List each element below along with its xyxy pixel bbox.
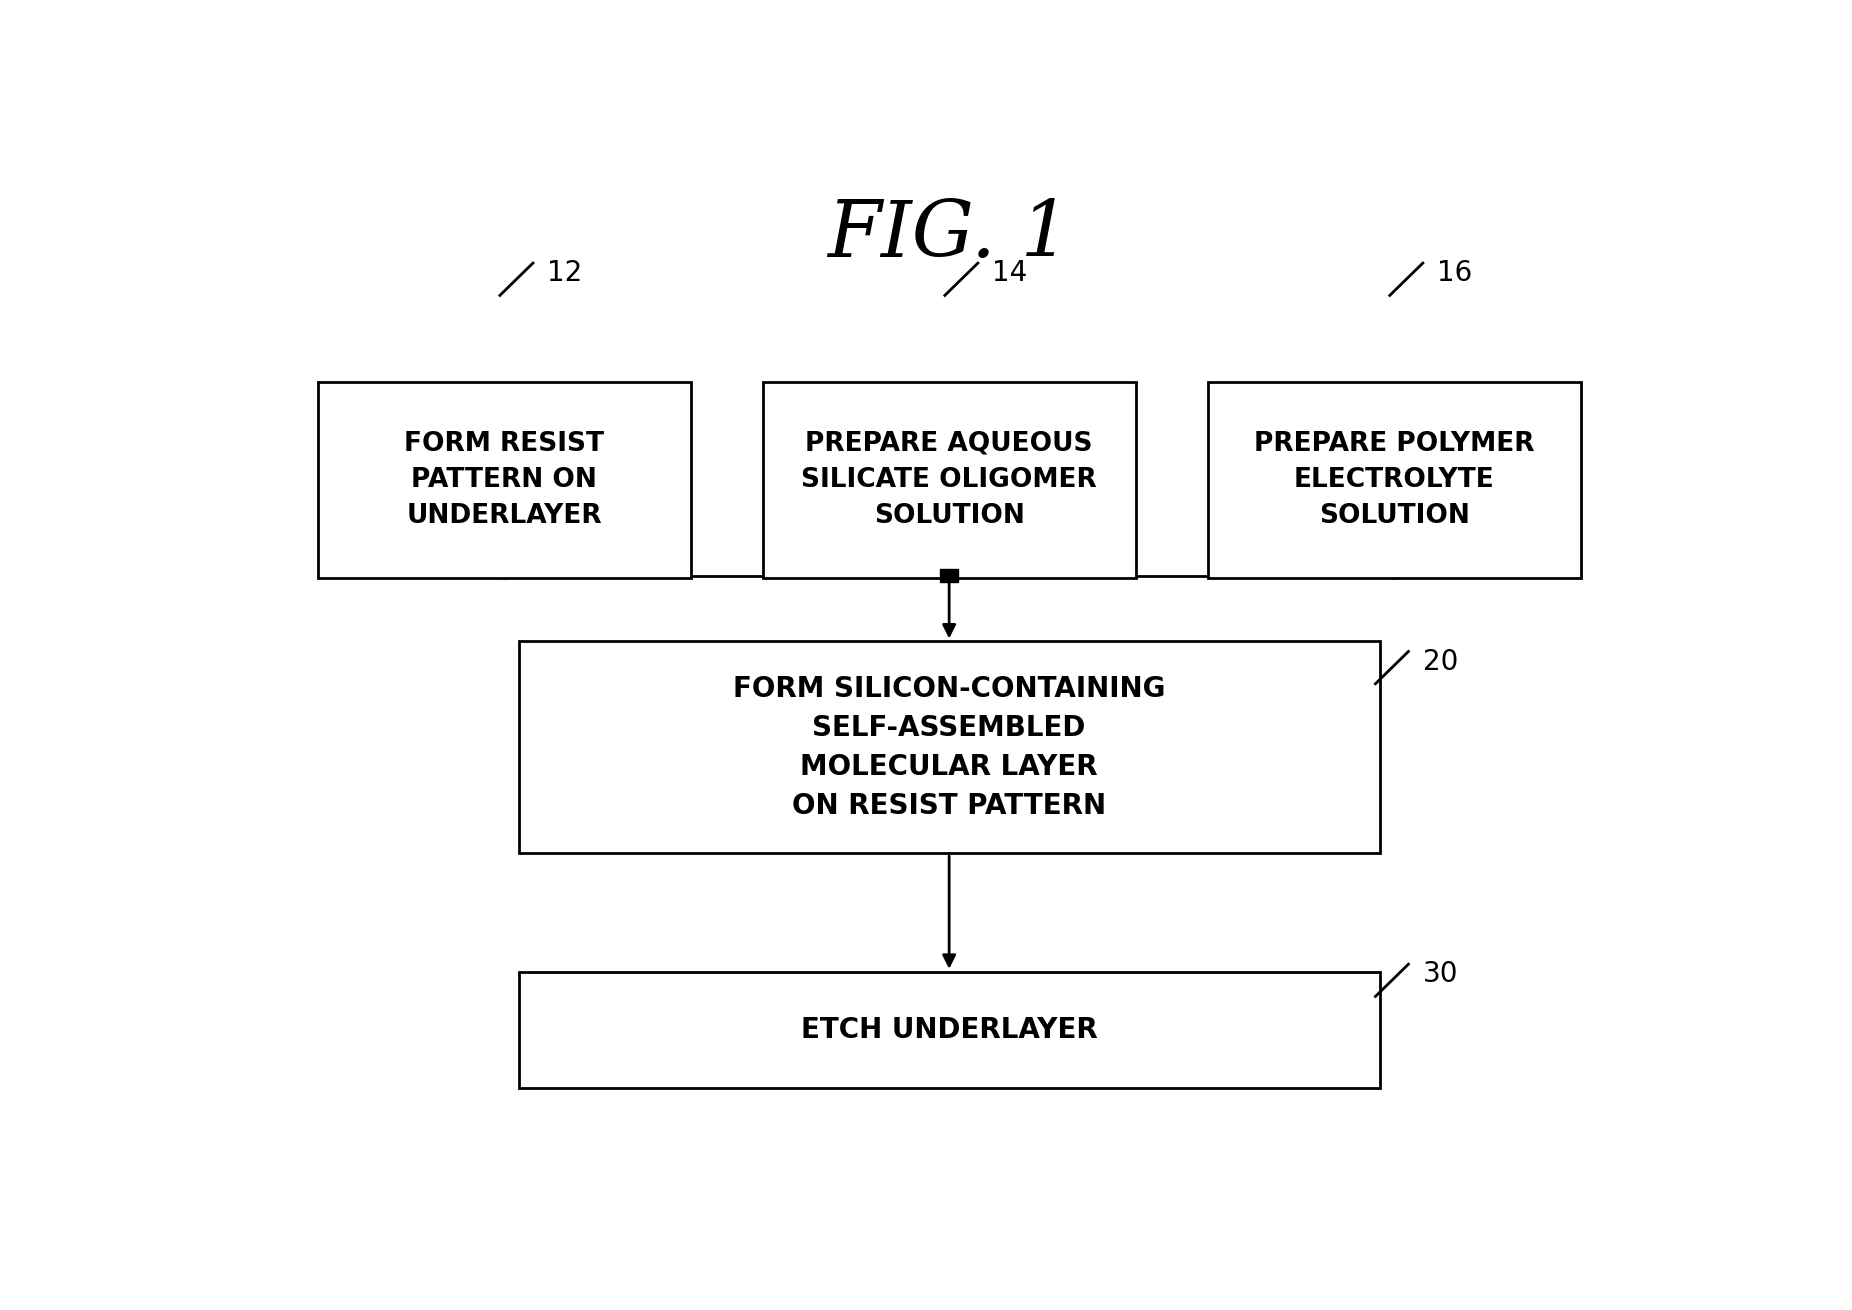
Bar xyxy=(319,381,691,578)
Text: 30: 30 xyxy=(1422,960,1458,988)
Bar xyxy=(519,972,1380,1087)
Bar xyxy=(519,642,1380,853)
Text: 14: 14 xyxy=(993,259,1028,287)
Bar xyxy=(939,570,959,583)
Text: 12: 12 xyxy=(548,259,583,287)
Text: PREPARE POLYMER
ELECTROLYTE
SOLUTION: PREPARE POLYMER ELECTROLYTE SOLUTION xyxy=(1254,431,1533,529)
Text: FORM SILICON-CONTAINING
SELF-ASSEMBLED
MOLECULAR LAYER
ON RESIST PATTERN: FORM SILICON-CONTAINING SELF-ASSEMBLED M… xyxy=(733,675,1165,820)
Bar xyxy=(1208,381,1580,578)
Text: FIG. 1: FIG. 1 xyxy=(828,198,1070,274)
Text: 20: 20 xyxy=(1422,647,1458,676)
Text: PREPARE AQUEOUS
SILICATE OLIGOMER
SOLUTION: PREPARE AQUEOUS SILICATE OLIGOMER SOLUTI… xyxy=(802,431,1096,529)
Text: 16: 16 xyxy=(1437,259,1472,287)
Bar xyxy=(763,381,1135,578)
Text: FORM RESIST
PATTERN ON
UNDERLAYER: FORM RESIST PATTERN ON UNDERLAYER xyxy=(404,431,604,529)
Text: ETCH UNDERLAYER: ETCH UNDERLAYER xyxy=(800,1015,1098,1044)
